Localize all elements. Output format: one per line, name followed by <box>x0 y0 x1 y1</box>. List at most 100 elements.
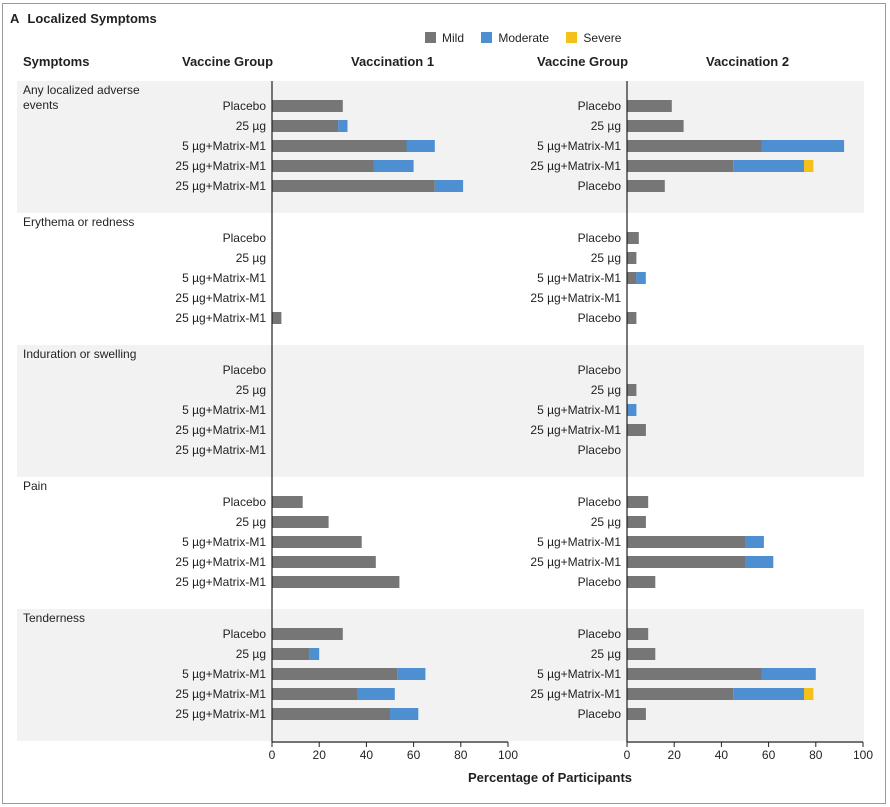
x-tick-label: 20 <box>313 748 327 762</box>
bar-mild <box>627 536 745 548</box>
bar-severe <box>804 160 814 172</box>
group-label-left: 25 µg+Matrix-M1 <box>175 423 266 437</box>
bar-mild <box>272 160 374 172</box>
bar-mild <box>272 556 376 568</box>
x-tick-label: 20 <box>668 748 682 762</box>
x-tick-label: 60 <box>762 748 776 762</box>
bar-mild <box>272 668 398 680</box>
bar-mild <box>627 120 684 132</box>
group-label-left: 25 µg+Matrix-M1 <box>175 311 266 325</box>
group-label-right: Placebo <box>577 363 621 377</box>
symptom-label: Induration or swelling <box>23 347 137 361</box>
bar-mild <box>272 648 310 660</box>
bar-mild <box>627 576 656 588</box>
header-vaccine-group-right: Vaccine Group <box>537 54 629 69</box>
bar-moderate <box>627 404 637 416</box>
bar-mild <box>272 496 303 508</box>
bar-moderate <box>761 668 816 680</box>
bar-mild <box>627 628 649 640</box>
x-tick-label: 80 <box>809 748 823 762</box>
symptom-label: Any localized adverse events <box>23 83 140 112</box>
bar-mild <box>272 628 343 640</box>
group-label-left: 25 µg <box>235 251 266 265</box>
x-tick-label: 100 <box>498 748 518 762</box>
group-label-left: 5 µg+Matrix-M1 <box>182 535 266 549</box>
bar-mild <box>272 140 407 152</box>
bar-mild <box>627 516 646 528</box>
x-tick-label: 0 <box>624 748 631 762</box>
group-label-left: Placebo <box>222 495 266 509</box>
group-label-left: Placebo <box>222 231 266 245</box>
group-label-right: 25 µg <box>590 647 621 661</box>
panel-title: A Localized Symptoms <box>10 11 157 26</box>
group-label-right: 25 µg+Matrix-M1 <box>530 687 621 701</box>
group-label-right: 5 µg+Matrix-M1 <box>537 403 621 417</box>
legend-item-mild: Mild <box>425 31 464 45</box>
bar-mild <box>627 556 745 568</box>
group-label-left: Placebo <box>222 627 266 641</box>
group-label-right: Placebo <box>577 495 621 509</box>
bar-moderate <box>745 536 764 548</box>
bar-mild <box>627 688 734 700</box>
bar-mild <box>627 424 646 436</box>
bar-moderate <box>636 272 646 284</box>
header-symptoms: Symptoms <box>23 54 90 69</box>
group-label-left: 25 µg+Matrix-M1 <box>175 443 266 457</box>
group-label-right: 25 µg <box>590 251 621 265</box>
group-label-right: 25 µg <box>590 119 621 133</box>
symptom-label: Erythema or redness <box>23 215 135 229</box>
bar-mild <box>272 312 282 324</box>
group-label-right: 5 µg+Matrix-M1 <box>537 139 621 153</box>
x-tick-label: 0 <box>269 748 276 762</box>
legend-item-moderate: Moderate <box>481 31 549 45</box>
group-label-right: 5 µg+Matrix-M1 <box>537 535 621 549</box>
legend-label-mild: Mild <box>442 31 465 45</box>
bar-mild <box>627 384 637 396</box>
group-label-left: 25 µg+Matrix-M1 <box>175 179 266 193</box>
group-label-right: 25 µg+Matrix-M1 <box>530 423 621 437</box>
bar-mild <box>272 536 362 548</box>
bar-mild <box>627 496 649 508</box>
bar-mild <box>272 516 329 528</box>
group-label-left: 5 µg+Matrix-M1 <box>182 271 266 285</box>
group-label-right: 25 µg+Matrix-M1 <box>530 159 621 173</box>
header-vaccination-1: Vaccination 1 <box>351 54 435 69</box>
bar-mild <box>627 668 762 680</box>
bar-mild <box>627 140 762 152</box>
bar-mild <box>272 180 435 192</box>
x-tick-label: 40 <box>360 748 374 762</box>
legend-swatch-mild <box>425 32 436 43</box>
bar-moderate <box>761 140 845 152</box>
bar-mild <box>272 120 339 132</box>
header-vaccine-group-left: Vaccine Group <box>182 54 274 69</box>
x-tick-label: 100 <box>853 748 873 762</box>
bar-mild <box>272 576 400 588</box>
legend-label-severe: Severe <box>583 31 622 45</box>
bar-moderate <box>397 668 426 680</box>
x-tick-label: 60 <box>407 748 421 762</box>
group-label-right: Placebo <box>577 99 621 113</box>
legend-swatch-moderate <box>481 32 493 43</box>
header-vaccination-2: Vaccination 2 <box>706 54 790 69</box>
bar-mild <box>627 160 734 172</box>
group-label-left: 25 µg <box>235 515 266 529</box>
panel-letter: A <box>10 11 20 26</box>
figure-frame <box>2 3 886 804</box>
bar-moderate <box>390 708 419 720</box>
bar-mild <box>627 100 672 112</box>
group-label-left: 25 µg <box>235 119 266 133</box>
bar-moderate <box>745 556 774 568</box>
bar-mild <box>627 312 637 324</box>
bar-moderate <box>357 688 395 700</box>
group-label-left: 5 µg+Matrix-M1 <box>182 667 266 681</box>
bar-moderate <box>373 160 414 172</box>
group-label-right: 5 µg+Matrix-M1 <box>537 271 621 285</box>
group-label-right: Placebo <box>577 311 621 325</box>
group-label-right: 5 µg+Matrix-M1 <box>537 667 621 681</box>
x-tick-label: 40 <box>715 748 729 762</box>
legend-label-moderate: Moderate <box>498 31 550 45</box>
group-label-right: 25 µg+Matrix-M1 <box>530 291 621 305</box>
bar-mild <box>627 648 656 660</box>
group-label-left: 25 µg <box>235 647 266 661</box>
